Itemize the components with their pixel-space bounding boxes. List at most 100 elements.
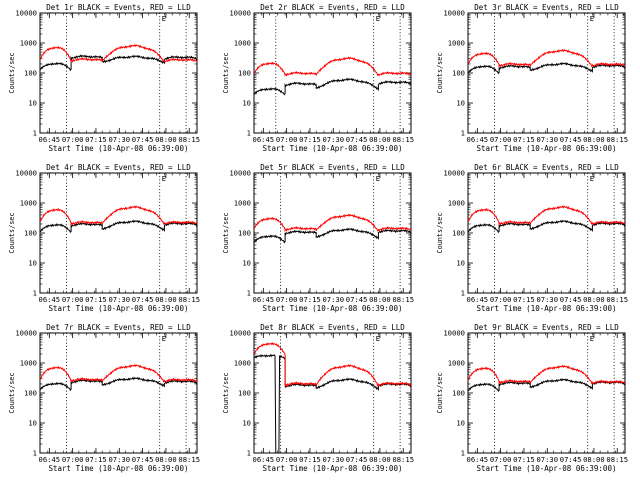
y-tick-label: 10	[242, 99, 251, 108]
series-events-line	[467, 377, 626, 392]
x-tick-label: 07:00	[490, 295, 512, 304]
y-tick-label: 10	[242, 259, 251, 268]
series-lld-line	[253, 56, 412, 77]
y-tick-label: 1	[33, 129, 37, 138]
x-axis-label: Start Time (10-Apr-08 06:39:00)	[49, 304, 189, 313]
x-tick-label: 08:00	[369, 135, 391, 144]
series-events-line	[467, 61, 626, 75]
x-tick-label: 07:45	[560, 455, 582, 464]
chart-title: Det 3r BLACK = Events, RED = LLD	[474, 3, 619, 12]
x-tick-label: 07:30	[536, 295, 558, 304]
panel-det-6: Det 6r BLACK = Events, RED = LLD 1 10 100 10…	[436, 163, 628, 313]
x-tick-label: 07:45	[346, 135, 368, 144]
x-tick-label: 08:15	[178, 295, 200, 304]
y-axis-label: Counts/sec	[8, 373, 16, 414]
y-tick-label: 10000	[443, 169, 465, 178]
x-tick-label: 08:15	[606, 135, 628, 144]
x-tick-label: 08:00	[369, 295, 391, 304]
y-tick-label: 10000	[229, 9, 251, 18]
plot-frame	[467, 12, 626, 134]
x-tick-label: 08:00	[369, 455, 391, 464]
series-events-line	[39, 376, 198, 391]
y-tick-label: 1000	[448, 39, 465, 48]
series-lld-line	[39, 205, 198, 226]
y-tick-label: 100	[24, 389, 37, 398]
panel-det-3: Det 3r BLACK = Events, RED = LLD 1 10 100 10…	[436, 3, 628, 153]
chart-title: Det 4r BLACK = Events, RED = LLD	[46, 163, 191, 172]
x-axis-label: Start Time (10-Apr-08 06:39:00)	[49, 464, 189, 473]
x-tick-label: 06:45	[253, 135, 275, 144]
y-axis-label: Counts/sec	[8, 53, 16, 94]
x-tick-label: 07:30	[322, 455, 344, 464]
panel-det-8: Det 8r BLACK = Events, RED = LLD 1 10 100 10…	[222, 323, 414, 473]
y-tick-label: 100	[24, 229, 37, 238]
x-tick-label: 06:45	[467, 455, 489, 464]
series-events-line	[39, 54, 198, 71]
panel-det-2: Det 2r BLACK = Events, RED = LLD 1 10 100 10…	[222, 3, 414, 153]
y-tick-label: 1	[247, 289, 251, 298]
series-lld-line	[467, 205, 626, 226]
y-tick-label: 1000	[448, 359, 465, 368]
y-tick-label: 1	[461, 289, 465, 298]
x-tick-label: 08:15	[178, 135, 200, 144]
e-marker: E	[590, 174, 594, 183]
x-tick-label: 07:15	[513, 455, 535, 464]
series-lld-line	[39, 43, 198, 63]
x-tick-label: 07:45	[560, 295, 582, 304]
y-tick-label: 10000	[15, 9, 37, 18]
x-tick-label: 06:45	[467, 295, 489, 304]
y-tick-label: 1000	[234, 359, 251, 368]
x-tick-label: 07:30	[108, 135, 130, 144]
panel-det-1: Det 1r BLACK = Events, RED = LLD 1 10 100 10…	[8, 3, 200, 153]
x-tick-label: 08:15	[392, 135, 414, 144]
x-tick-label: 08:00	[583, 455, 605, 464]
x-tick-label: 08:00	[155, 455, 177, 464]
x-tick-label: 08:00	[583, 295, 605, 304]
x-tick-label: 08:15	[606, 295, 628, 304]
plot-frame	[39, 12, 198, 134]
series-lld-line	[467, 48, 626, 68]
y-tick-label: 1000	[20, 39, 37, 48]
y-tick-label: 100	[24, 69, 37, 78]
plot-frame	[253, 172, 412, 294]
plot-frame	[39, 172, 198, 294]
chart-title: Det 9r BLACK = Events, RED = LLD	[474, 323, 619, 332]
y-tick-label: 10	[28, 259, 37, 268]
x-axis-label: Start Time (10-Apr-08 06:39:00)	[263, 304, 403, 313]
chart-title: Det 7r BLACK = Events, RED = LLD	[46, 323, 191, 332]
x-tick-label: 08:00	[155, 135, 177, 144]
y-tick-label: 10000	[443, 329, 465, 338]
x-tick-label: 08:15	[606, 455, 628, 464]
x-tick-label: 08:15	[392, 455, 414, 464]
series-events-line	[253, 227, 412, 244]
x-tick-label: 07:30	[322, 135, 344, 144]
x-tick-label: 07:00	[276, 455, 298, 464]
y-tick-label: 10000	[443, 9, 465, 18]
e-marker: E	[376, 14, 380, 23]
series-lld-line	[253, 213, 412, 232]
e-marker: E	[590, 334, 594, 343]
panel-det-5: Det 5r BLACK = Events, RED = LLD 1 10 100 10…	[222, 163, 414, 313]
y-tick-label: 10000	[15, 329, 37, 338]
x-tick-label: 07:45	[132, 455, 154, 464]
y-tick-label: 10000	[15, 169, 37, 178]
plot-frame	[39, 332, 198, 454]
series-events-line	[39, 219, 198, 234]
plot-frame	[253, 332, 412, 454]
y-axis-label: Counts/sec	[8, 213, 16, 254]
y-tick-label: 1000	[234, 39, 251, 48]
series-events-line	[253, 353, 412, 454]
x-tick-label: 07:15	[299, 295, 321, 304]
x-tick-label: 07:00	[490, 135, 512, 144]
y-axis-label: Counts/sec	[436, 53, 444, 94]
y-tick-label: 1000	[20, 199, 37, 208]
x-tick-label: 07:15	[299, 135, 321, 144]
panel-det-9: Det 9r BLACK = Events, RED = LLD 1 10 100 10…	[436, 323, 628, 473]
x-tick-label: 08:15	[392, 295, 414, 304]
y-tick-label: 10	[456, 259, 465, 268]
chart-title: Det 5r BLACK = Events, RED = LLD	[260, 163, 405, 172]
x-tick-label: 07:00	[62, 295, 84, 304]
y-tick-label: 1000	[234, 199, 251, 208]
y-tick-label: 10	[242, 419, 251, 428]
